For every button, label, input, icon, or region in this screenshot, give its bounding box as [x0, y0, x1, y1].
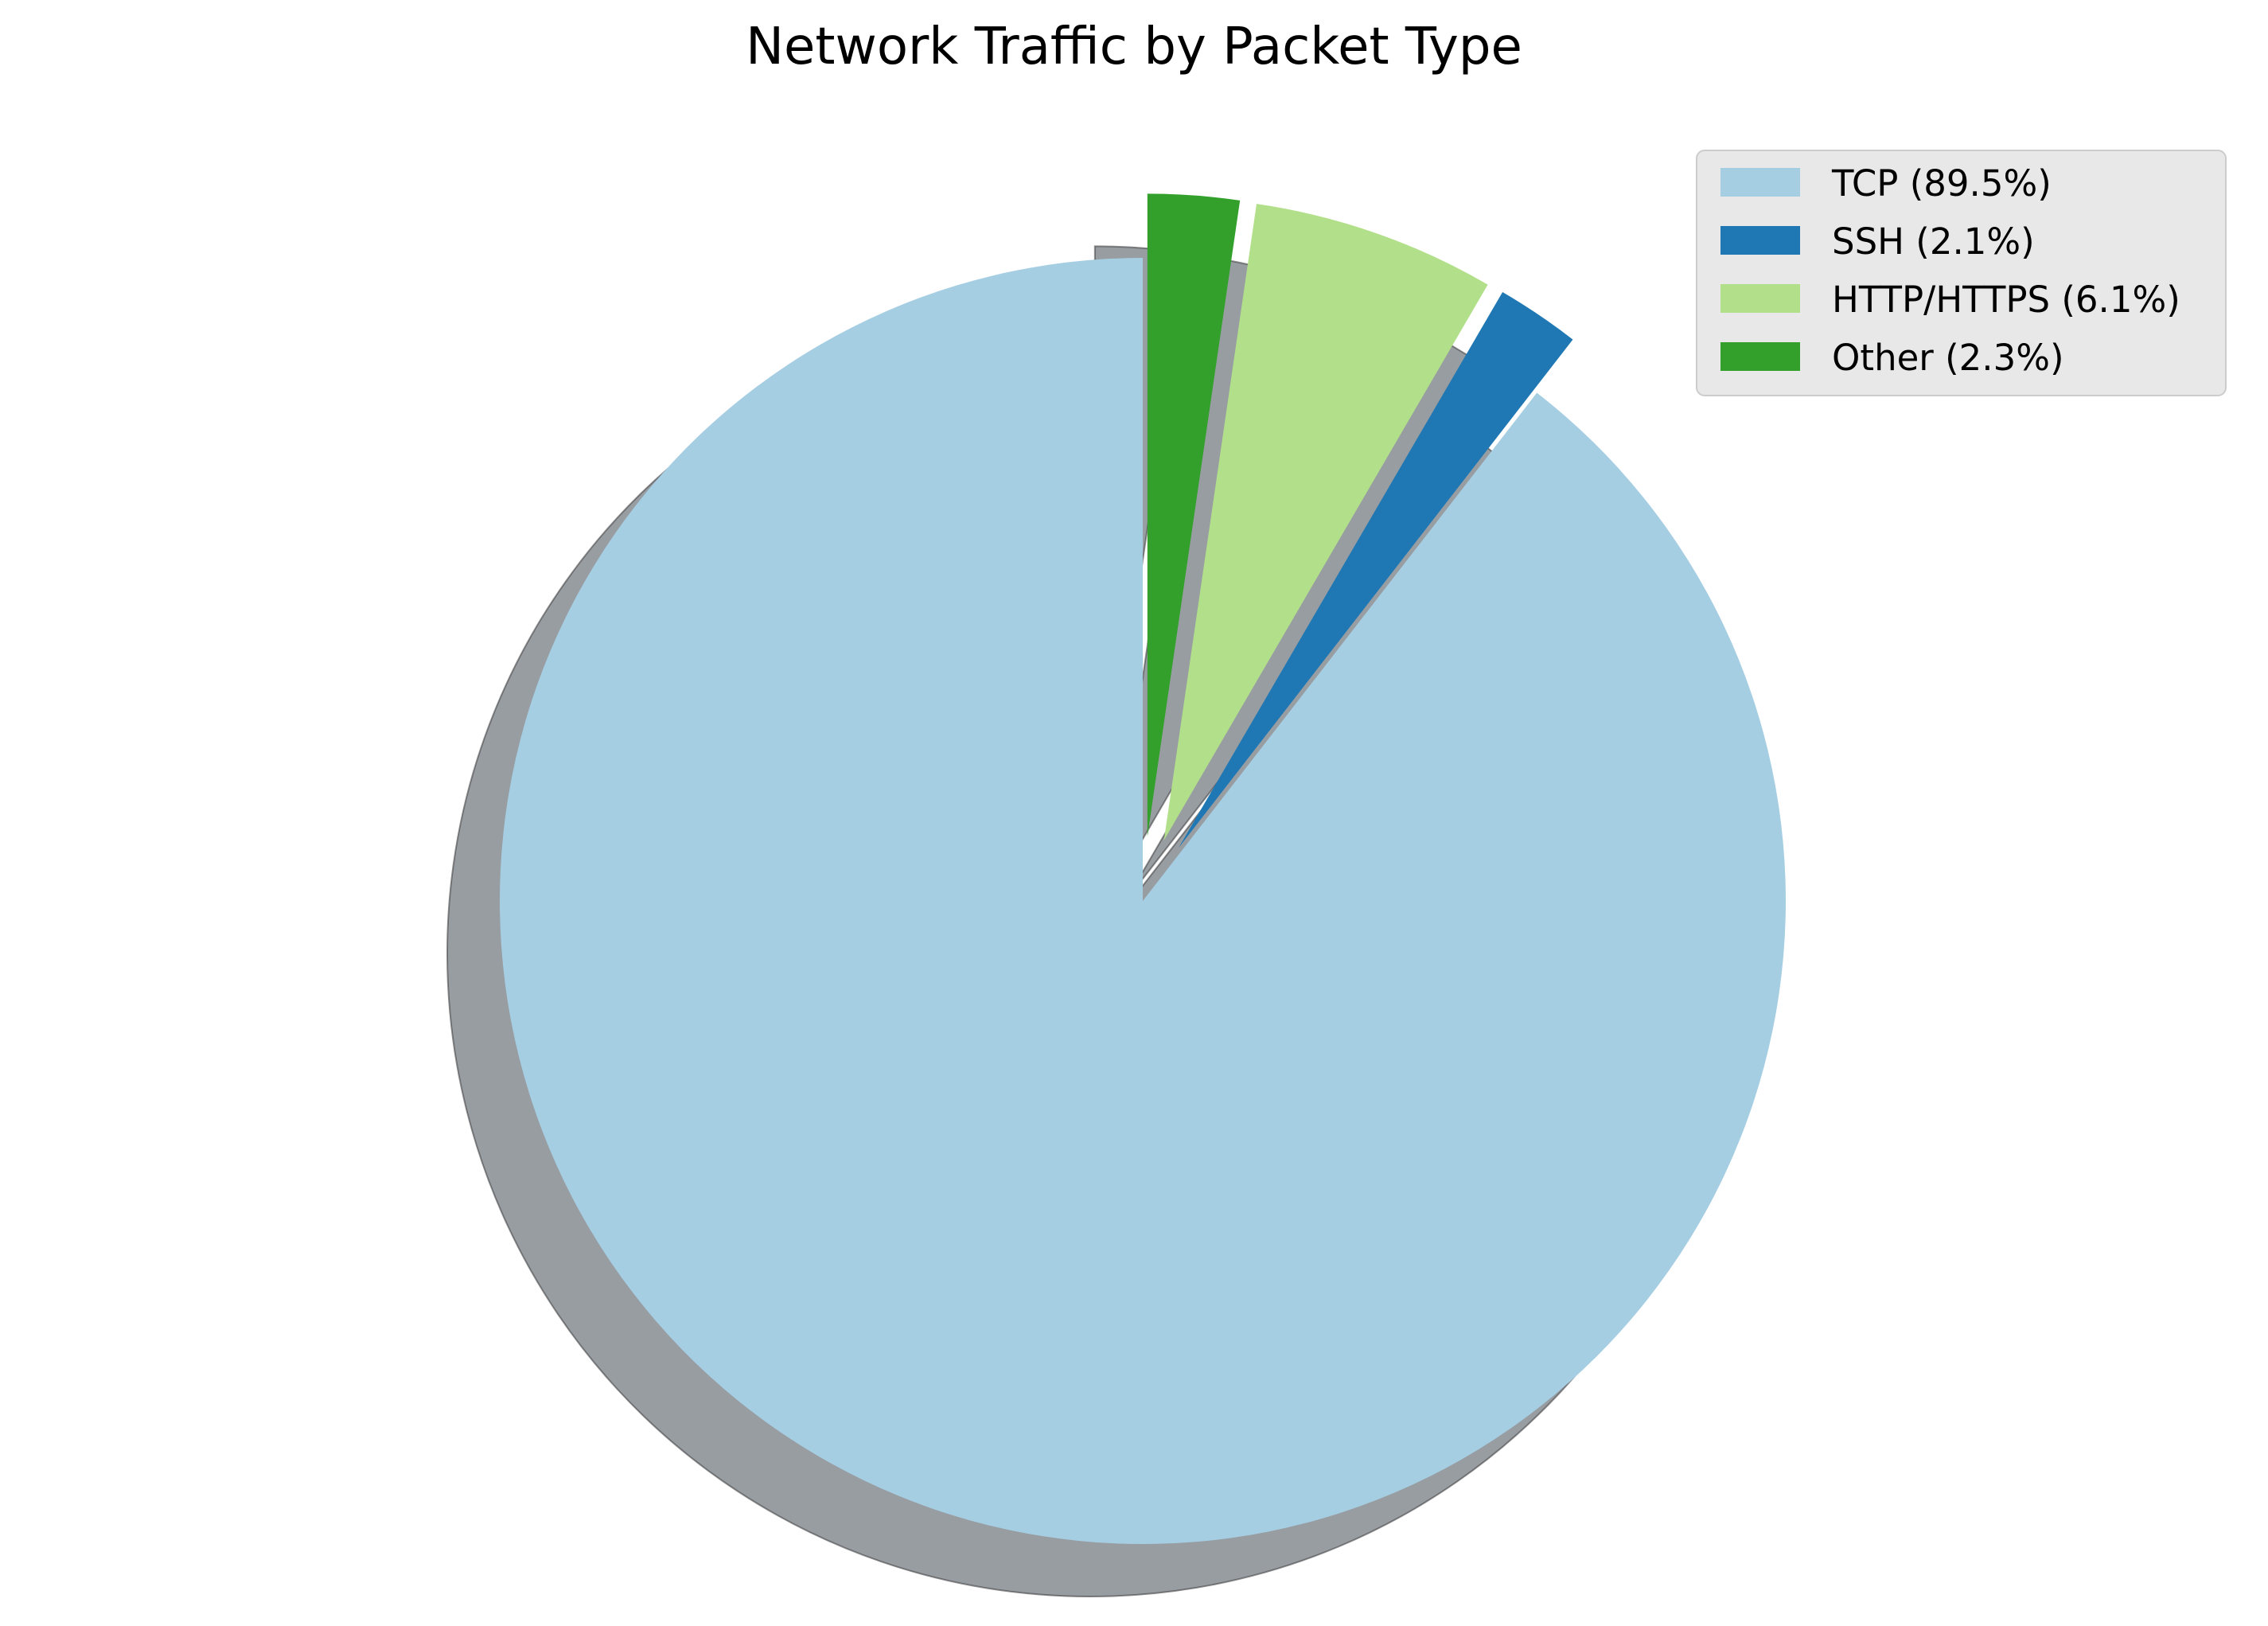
chart-legend: TCP (89.5%) SSH (2.1%) HTTP/HTTPS (6.1%) Ot… — [1696, 150, 2227, 396]
legend-swatch-ssh — [1720, 226, 1800, 255]
legend-label-other: Other (2.3%) — [1832, 337, 2064, 379]
pie-slice-other — [1147, 193, 1241, 837]
pie-slice-layer — [500, 193, 1787, 1544]
legend-frame — [1696, 150, 2227, 396]
pie-slice-ssh — [1179, 291, 1573, 848]
pie-slice-tcp — [500, 258, 1787, 1544]
legend-swatch-http-https — [1720, 284, 1800, 313]
legend-label-http-https: HTTP/HTTPS (6.1%) — [1832, 279, 2180, 321]
legend-swatch-other — [1720, 342, 1800, 371]
pie-slice-http-https — [1163, 204, 1488, 840]
legend-label-tcp: TCP (89.5%) — [1831, 162, 2052, 205]
chart-title: Network Traffic by Packet Type — [746, 18, 1522, 76]
legend-swatch-tcp — [1720, 168, 1800, 197]
legend-items: TCP (89.5%) SSH (2.1%) HTTP/HTTPS (6.1%) Ot… — [1720, 162, 2180, 379]
legend-label-ssh: SSH (2.1%) — [1832, 220, 2035, 263]
